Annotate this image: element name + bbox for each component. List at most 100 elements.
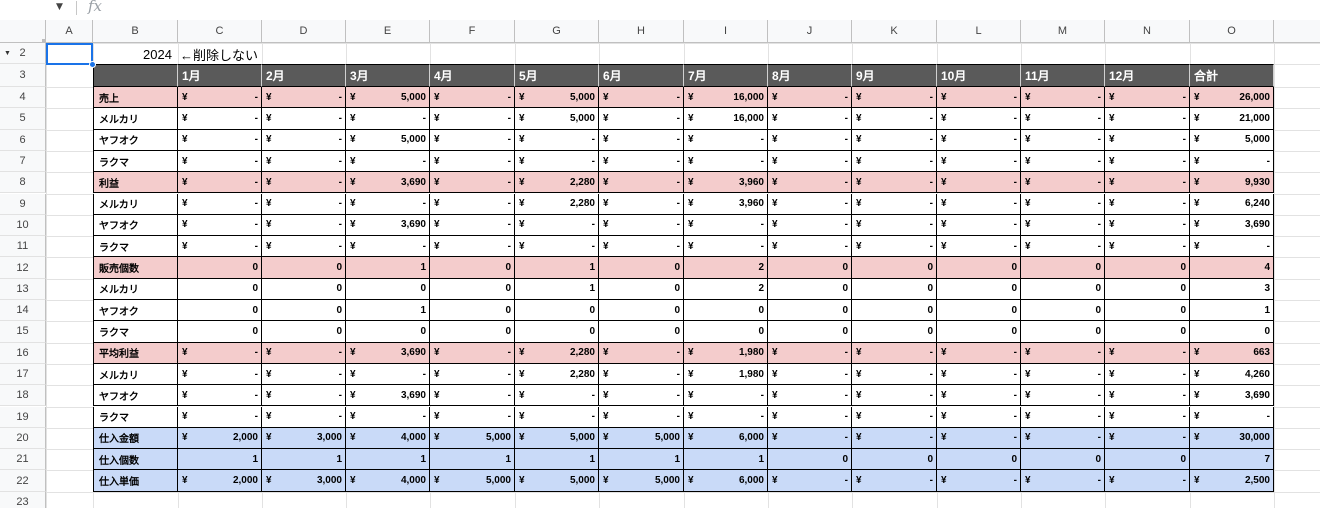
month-header[interactable]: 10月	[937, 64, 1021, 87]
table-cell[interactable]: 1	[1190, 300, 1274, 322]
table-cell[interactable]: 1	[346, 449, 430, 471]
table-cell[interactable]: 0	[768, 257, 852, 279]
table-cell[interactable]: ¥ -	[1021, 427, 1105, 450]
table-cell[interactable]: ¥ -	[262, 363, 346, 386]
table-cell[interactable]: ¥ -	[262, 87, 346, 109]
table-cell[interactable]: ¥ -	[178, 108, 262, 130]
table-cell[interactable]: ¥1,980	[684, 363, 768, 386]
table-cell[interactable]: ¥ -	[937, 87, 1021, 109]
month-header[interactable]: 1月	[178, 64, 262, 87]
table-cell[interactable]: 0	[852, 300, 937, 322]
month-header[interactable]: 9月	[852, 64, 937, 87]
row-header-17[interactable]: 17	[0, 363, 46, 386]
row-header-22[interactable]: 22	[0, 470, 46, 492]
row-header-13[interactable]: 13	[0, 278, 46, 300]
table-cell[interactable]: 0	[1105, 321, 1190, 343]
table-cell[interactable]: ¥ -	[599, 193, 684, 215]
column-header-l[interactable]: L	[937, 20, 1021, 43]
row-label[interactable]: 仕入個数	[93, 449, 178, 471]
column-header-i[interactable]: I	[684, 20, 768, 43]
row-header-7[interactable]: 7	[0, 150, 46, 173]
table-cell[interactable]: 0	[178, 257, 262, 279]
table-cell[interactable]: ¥ -	[852, 470, 937, 492]
table-cell[interactable]: 0	[1105, 278, 1190, 300]
table-cell[interactable]: ¥ -	[768, 108, 852, 130]
row-header-14[interactable]: 14	[0, 300, 46, 322]
fill-handle[interactable]	[89, 61, 96, 68]
table-cell[interactable]: ¥ -	[1105, 214, 1190, 237]
column-header-g[interactable]: G	[515, 20, 599, 43]
table-cell[interactable]: 1	[515, 449, 599, 471]
row-header-8[interactable]: 8	[0, 172, 46, 194]
table-cell[interactable]: ¥ -	[346, 193, 430, 215]
table-cell[interactable]: 1	[346, 257, 430, 279]
table-cell[interactable]: 0	[262, 278, 346, 300]
row-label[interactable]: ラクマ	[93, 321, 178, 343]
table-cell[interactable]: ¥5,000	[346, 129, 430, 151]
table-cell[interactable]: ¥ -	[1190, 150, 1274, 173]
table-cell[interactable]: 0	[937, 300, 1021, 322]
table-cell[interactable]: ¥ -	[852, 385, 937, 407]
table-cell[interactable]: ¥ -	[1021, 87, 1105, 109]
table-cell[interactable]: ¥3,690	[346, 172, 430, 194]
table-cell[interactable]: ¥ -	[430, 129, 515, 151]
table-cell[interactable]: ¥5,000	[346, 87, 430, 109]
table-cell[interactable]: ¥4,260	[1190, 363, 1274, 386]
table-cell[interactable]: 0	[262, 321, 346, 343]
table-cell[interactable]: ¥3,000	[262, 470, 346, 492]
table-cell[interactable]: ¥ -	[852, 214, 937, 237]
table-cell[interactable]: ¥ -	[852, 193, 937, 215]
row-label[interactable]: ヤフオク	[93, 300, 178, 322]
table-cell[interactable]: ¥ -	[262, 214, 346, 237]
table-cell[interactable]: ¥ -	[178, 385, 262, 407]
table-cell[interactable]: ¥3,690	[346, 214, 430, 237]
table-cell[interactable]: ¥ -	[1105, 129, 1190, 151]
table-cell[interactable]: 0	[430, 321, 515, 343]
table-cell[interactable]: 0	[599, 278, 684, 300]
table-cell[interactable]: ¥ -	[937, 108, 1021, 130]
table-cell[interactable]: ¥ -	[1105, 406, 1190, 428]
table-cell[interactable]: ¥ -	[1021, 470, 1105, 492]
table-cell[interactable]: ¥ -	[684, 236, 768, 258]
table-cell[interactable]: ¥ -	[430, 214, 515, 237]
table-cell[interactable]: 0	[768, 449, 852, 471]
row-header-16[interactable]: 16	[0, 342, 46, 364]
table-cell[interactable]: ¥5,000	[599, 470, 684, 492]
table-cell[interactable]: 0	[430, 257, 515, 279]
table-cell[interactable]: 7	[1190, 449, 1274, 471]
table-cell[interactable]: 4	[1190, 257, 1274, 279]
table-cell[interactable]: 0	[1105, 300, 1190, 322]
table-cell[interactable]: 0	[937, 257, 1021, 279]
table-cell[interactable]: ¥ -	[768, 385, 852, 407]
month-header[interactable]: 3月	[346, 64, 430, 87]
table-cell[interactable]: ¥5,000	[1190, 129, 1274, 151]
table-cell[interactable]: ¥ -	[1105, 150, 1190, 173]
table-cell[interactable]: ¥ -	[768, 193, 852, 215]
table-cell[interactable]: ¥ -	[1105, 342, 1190, 364]
table-cell[interactable]: 1	[346, 300, 430, 322]
row-header-10[interactable]: 10	[0, 214, 46, 237]
row-label[interactable]: 平均利益	[93, 342, 178, 364]
row-header-11[interactable]: 11	[0, 236, 46, 258]
table-cell[interactable]: 2	[684, 278, 768, 300]
table-cell[interactable]: ¥ -	[937, 129, 1021, 151]
table-cell[interactable]: ¥26,000	[1190, 87, 1274, 109]
month-header[interactable]: 5月	[515, 64, 599, 87]
table-cell[interactable]: ¥ -	[346, 236, 430, 258]
month-header[interactable]: 6月	[599, 64, 684, 87]
table-cell[interactable]: 0	[768, 300, 852, 322]
table-cell[interactable]: ¥ -	[262, 193, 346, 215]
table-cell[interactable]: 0	[599, 300, 684, 322]
table-cell[interactable]: ¥ -	[430, 363, 515, 386]
row-label[interactable]: ヤフオク	[93, 129, 178, 151]
table-cell[interactable]: ¥ -	[768, 470, 852, 492]
table-cell[interactable]: 0	[346, 321, 430, 343]
table-cell[interactable]: ¥6,000	[684, 427, 768, 450]
row-header-18[interactable]: 18	[0, 385, 46, 407]
table-cell[interactable]: 0	[937, 321, 1021, 343]
table-cell[interactable]: ¥ -	[599, 342, 684, 364]
column-header-d[interactable]: D	[262, 20, 346, 43]
table-cell[interactable]: ¥ -	[1021, 385, 1105, 407]
year-cell[interactable]: 2024	[143, 47, 172, 62]
table-cell[interactable]: ¥ -	[1021, 129, 1105, 151]
